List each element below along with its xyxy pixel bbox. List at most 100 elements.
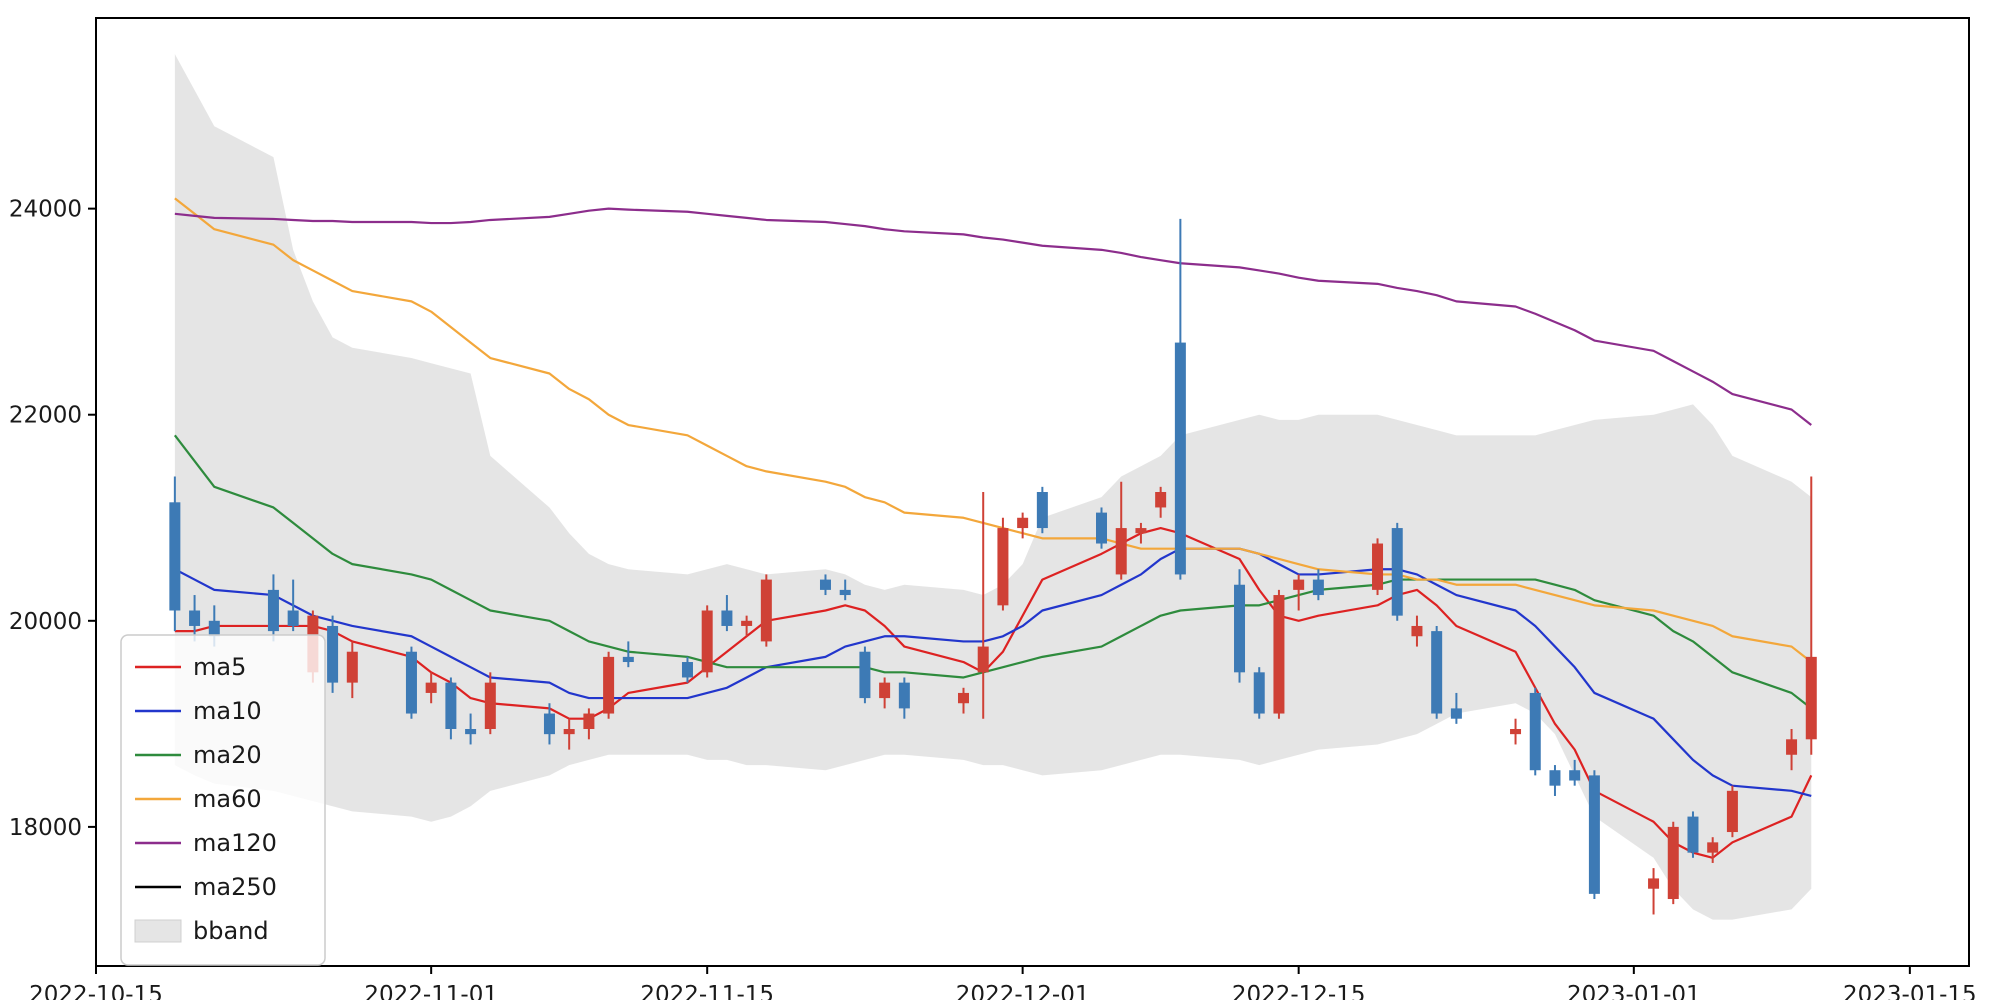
candle-body xyxy=(1017,517,1029,529)
candle-body xyxy=(1411,625,1423,637)
candle xyxy=(1687,811,1699,858)
candle xyxy=(189,595,201,642)
candle-body xyxy=(957,692,969,704)
legend-label: ma20 xyxy=(193,741,262,769)
candle-body xyxy=(1648,878,1660,889)
candle-body xyxy=(563,729,575,735)
plot-frame xyxy=(95,17,1970,967)
candle-body xyxy=(1726,790,1738,833)
candle xyxy=(1588,770,1600,900)
candle-body xyxy=(1372,543,1384,590)
candle-body xyxy=(1036,492,1048,529)
candle-body xyxy=(1450,708,1462,719)
ma10-line xyxy=(174,547,1812,798)
candle-body xyxy=(1786,739,1798,755)
candle-body xyxy=(1273,595,1285,714)
candle-body xyxy=(1312,579,1324,596)
legend-item-ma20: ma20 xyxy=(135,741,262,769)
candle-body xyxy=(267,589,279,632)
candle xyxy=(465,713,477,745)
y-axis: 18000 20000 22000 24000 xyxy=(9,197,96,841)
ma20-line xyxy=(173,434,1812,710)
candle xyxy=(898,677,910,719)
x-tick-label: 2022-11-15 xyxy=(640,982,774,1000)
x-tick-label: 2022-10-15 xyxy=(29,982,163,1000)
legend-patch-sample xyxy=(134,919,182,943)
candle xyxy=(741,615,753,637)
candle xyxy=(543,703,555,745)
candle xyxy=(1253,667,1265,719)
legend-item-ma5: ma5 xyxy=(135,653,246,681)
candle-body xyxy=(1588,775,1600,894)
y-tick-label: 22000 xyxy=(9,403,82,429)
legend-label: ma120 xyxy=(193,829,277,857)
candle-body xyxy=(1667,826,1679,900)
candle xyxy=(1135,522,1147,544)
candle xyxy=(760,574,772,647)
candle xyxy=(1569,759,1581,786)
x-tick-label: 2023-01-01 xyxy=(1567,982,1701,1000)
candle xyxy=(977,492,989,719)
candle xyxy=(583,708,595,740)
candle-body xyxy=(1707,842,1719,853)
candle xyxy=(1529,687,1541,776)
candle-body xyxy=(839,589,851,596)
legend-item-ma60: ma60 xyxy=(135,785,262,813)
candle xyxy=(681,656,693,683)
candle xyxy=(839,579,851,601)
candle xyxy=(622,641,634,668)
candle-body xyxy=(1096,512,1108,544)
legend-item-ma250: ma250 xyxy=(135,873,277,901)
candle-body xyxy=(1253,672,1265,714)
candle-body xyxy=(445,682,457,729)
legend: ma5 ma10 ma20 ma60 ma120 ma250 bband xyxy=(120,634,326,966)
candle-body xyxy=(1549,770,1561,786)
y-tick-label: 24000 xyxy=(9,197,82,223)
x-tick-label: 2022-11-01 xyxy=(364,982,498,1000)
candle xyxy=(1450,692,1462,724)
candle-body xyxy=(1510,729,1522,735)
candle xyxy=(445,677,457,740)
candle xyxy=(1155,486,1167,518)
candle xyxy=(721,595,733,632)
legend-item-bband: bband xyxy=(134,917,269,945)
candle-body xyxy=(1115,528,1127,575)
candle xyxy=(405,646,417,719)
candle-body xyxy=(484,682,496,729)
legend-label: ma60 xyxy=(193,785,262,813)
candle xyxy=(346,641,358,699)
candle xyxy=(1648,868,1660,915)
candle xyxy=(287,579,299,632)
y-tick-label: 18000 xyxy=(9,815,82,841)
candle xyxy=(1510,718,1522,745)
candle xyxy=(327,615,339,693)
candle-body xyxy=(701,610,713,673)
candle xyxy=(1726,785,1738,838)
candle-body xyxy=(405,651,417,714)
candle xyxy=(1549,765,1561,796)
candle xyxy=(169,476,181,632)
candle-body xyxy=(465,729,477,735)
candle xyxy=(1372,538,1384,596)
candle-body xyxy=(741,620,753,626)
candle-body xyxy=(1155,492,1167,508)
candle xyxy=(1036,486,1048,534)
legend-box xyxy=(120,634,326,966)
ma60-line xyxy=(174,197,1812,663)
legend-label: ma250 xyxy=(193,873,277,901)
candle xyxy=(819,574,831,596)
candle xyxy=(1805,476,1817,755)
candle xyxy=(1707,837,1719,863)
candle xyxy=(1273,589,1285,719)
candle-body xyxy=(1135,528,1147,534)
candle-body xyxy=(1174,342,1186,575)
candle xyxy=(1786,729,1798,771)
candle-body xyxy=(583,713,595,729)
candle xyxy=(267,574,279,642)
legend-item-ma120: ma120 xyxy=(135,829,277,857)
candle-body xyxy=(879,682,891,699)
candle-body xyxy=(1293,579,1305,590)
candle xyxy=(1115,481,1127,580)
candle-body xyxy=(1234,584,1246,673)
